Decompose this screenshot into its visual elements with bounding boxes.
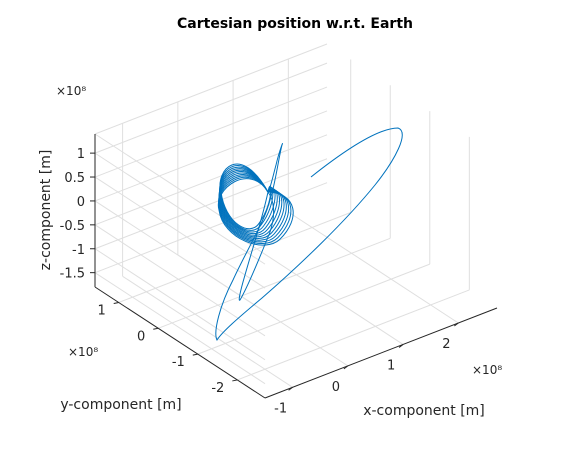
trajectory-loop: [218, 169, 280, 236]
y-tick-label: -2: [211, 381, 224, 396]
axes-box: [90, 134, 498, 399]
x-grid-line: [122, 275, 293, 388]
y-grid-line: [197, 263, 430, 355]
x-tick-mark: [454, 322, 459, 327]
trajectory-loop: [219, 168, 278, 235]
z-grid-line: [94, 158, 328, 250]
z-grid-line: [94, 134, 328, 226]
x-tick-label: 1: [387, 358, 395, 373]
z-tick-label: -1.5: [60, 267, 85, 282]
y-tick-label: -1: [172, 355, 185, 370]
z-grid-line: [94, 110, 328, 202]
trajectory-loop: [218, 171, 283, 238]
y-axis-line: [94, 286, 266, 399]
x-tick-mark: [288, 386, 293, 391]
y-tick-mark: [113, 301, 119, 304]
trajectory-loop: [218, 174, 287, 241]
z-tick-label: -0.5: [60, 219, 85, 234]
trajectory-loop: [218, 175, 290, 243]
z-tick-label: 0: [77, 195, 85, 210]
x-axis-label: x-component [m]: [363, 403, 485, 419]
trajectory-loop: [218, 172, 285, 239]
trajectory-loop-top: [264, 143, 283, 216]
trajectory-loop: [219, 166, 276, 233]
x-tick-mark: [343, 365, 349, 370]
y-tick-mark: [192, 353, 198, 356]
z-tick-label: 0.5: [64, 171, 85, 186]
y-tick-label: 1: [97, 303, 105, 318]
z-axis-label: z-component [m]: [38, 150, 54, 271]
y-axis-exponent: ×10⁸: [68, 345, 98, 359]
trajectory-loop: [219, 165, 274, 231]
z-grid-line: [94, 86, 328, 178]
box-edge: [94, 43, 328, 135]
z-grid-line: [94, 272, 266, 385]
z-grid-line: [94, 224, 266, 337]
z-axis-exponent: ×10⁸: [56, 84, 86, 98]
y-tick-mark: [232, 379, 238, 382]
y-axis-label: y-component [m]: [60, 397, 181, 413]
x-tick-label: -1: [274, 401, 287, 416]
y-tick-label: 0: [137, 329, 145, 344]
y-grid-line: [237, 289, 470, 381]
series-trajectory: [215, 127, 403, 342]
x-tick-label: 0: [332, 380, 340, 395]
y-grid-line: [158, 237, 391, 329]
y-grid-line: [118, 212, 351, 303]
z-grid-line: [94, 248, 266, 361]
z-grid-line: [94, 182, 328, 274]
trajectory-loop: [219, 163, 272, 230]
x-grid-line: [288, 211, 459, 324]
trajectory-outer: [215, 127, 403, 342]
x-tick-label: 2: [442, 337, 450, 352]
z-grid-line: [94, 200, 266, 313]
x-axis-exponent: ×10⁸: [472, 363, 502, 377]
z-tick-label: 1: [77, 147, 85, 162]
z-grid-line: [94, 176, 266, 289]
x-tick-mark: [398, 344, 404, 348]
trajectory-loop: [218, 176, 292, 244]
trajectory-loop-bottom: [238, 191, 275, 301]
tick-labels: -1 0 1 2 1 0 -1 -2 1 0.5 0 -0.5 -1 -1.5: [60, 147, 451, 416]
x-axis-line: [264, 307, 498, 399]
z-grid-line: [94, 152, 266, 265]
grid-lines: [94, 43, 470, 388]
y-tick-mark: [153, 327, 159, 330]
z-tick-label: -1: [72, 243, 85, 258]
trajectory-loop: [217, 178, 294, 246]
z-grid-line: [94, 62, 328, 154]
chart-title: Cartesian position w.r.t. Earth: [177, 16, 413, 32]
